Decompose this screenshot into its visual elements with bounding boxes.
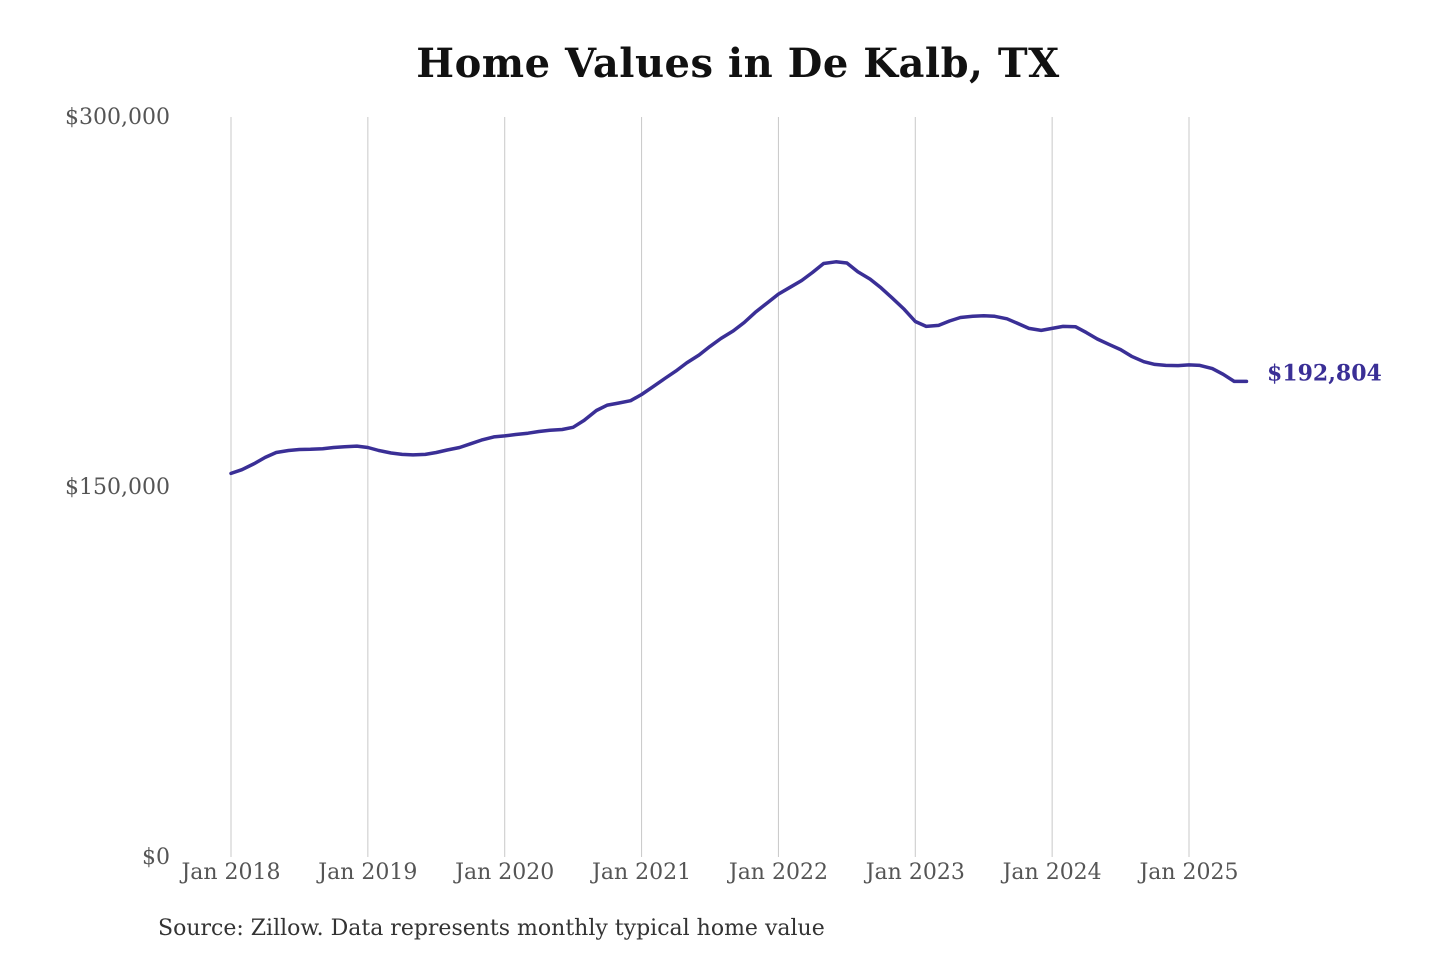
- series-layer: [229, 260, 1249, 476]
- series-line-0: [229, 260, 1249, 476]
- x-tick-label: Jan 2019: [316, 860, 417, 885]
- x-tick-labels: Jan 2018 Jan 2019 Jan 2020 Jan 2021 Jan 2022…: [179, 860, 1238, 885]
- y-tick-labels: $0 $150,000 $300,000: [65, 105, 170, 870]
- x-tick-label: Jan 2018: [179, 860, 280, 885]
- x-tick-label: Jan 2024: [1001, 860, 1102, 885]
- y-tick-label: $150,000: [65, 475, 170, 500]
- x-tick-label: Jan 2020: [453, 860, 554, 885]
- x-tick-label: Jan 2023: [864, 860, 965, 885]
- x-tick-label: Jan 2021: [590, 860, 691, 885]
- x-tick-label: Jan 2022: [727, 860, 828, 885]
- chart-title: Home Values in De Kalb, TX: [416, 40, 1060, 87]
- y-tick-label: $300,000: [65, 105, 170, 130]
- y-tick-label: $0: [142, 845, 170, 870]
- source-note: Source: Zillow. Data represents monthly …: [158, 916, 825, 941]
- end-value-label: $192,804: [1267, 360, 1382, 386]
- end-label-layer: $192,804: [1267, 360, 1382, 386]
- x-tick-label: Jan 2025: [1137, 860, 1238, 885]
- vertical-gridlines: [230, 117, 1190, 857]
